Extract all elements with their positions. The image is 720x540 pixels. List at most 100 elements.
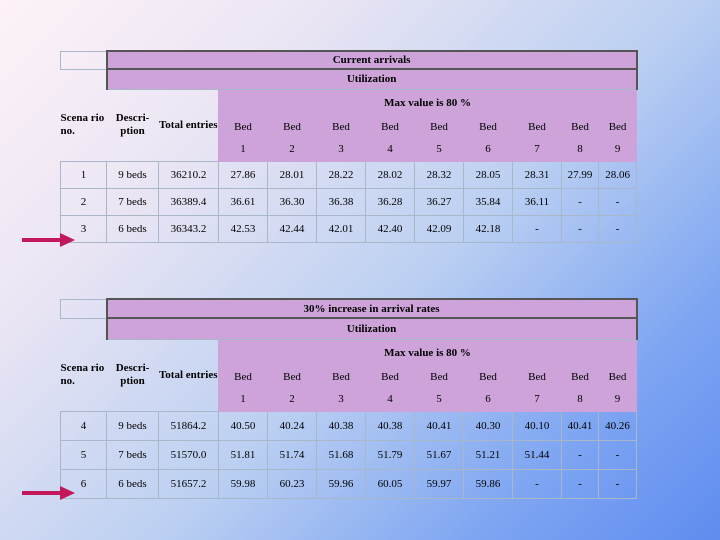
bed-header: Bed [597,366,638,388]
utilization-cell: 36.27 [414,187,464,216]
utilization-cell: 36.61 [218,187,268,216]
utilization-cell: 28.06 [597,160,638,189]
utilization-cell: 40.38 [316,410,366,441]
total-entries-cell: 36343.2 [158,214,219,243]
description-cell: 7 beds [106,187,159,216]
bed-header: Bed [512,366,562,388]
bed-number: 5 [414,386,464,412]
utilization-cell: 36.30 [267,187,317,216]
bed-number: 6 [463,136,513,162]
utilization-cell: 36.28 [365,187,415,216]
bed-number: 3 [316,386,366,412]
total-entries-cell: 36210.2 [158,160,219,189]
utilization-cell: 60.23 [267,468,317,499]
utilization-cell: 51.74 [267,439,317,470]
bed-number: 8 [561,386,599,412]
utilization-cell: 59.96 [316,468,366,499]
utilization-cell: - [597,214,638,243]
utilization-cell: 42.53 [218,214,268,243]
utilization-cell: 42.18 [463,214,513,243]
utilization-cell: 51.79 [365,439,415,470]
bed-number: 4 [365,136,415,162]
scenario-cell: 2 [60,187,107,216]
utilization-cell: 28.05 [463,160,513,189]
utilization-cell: - [512,214,562,243]
bed-number: 7 [512,386,562,412]
utilization-cell: - [512,468,562,499]
bed-header: Bed [414,116,464,138]
scenario-cell: 5 [60,439,107,470]
bed-label-row: Bed Bed Bed Bed Bed Bed Bed Bed Bed [61,366,638,388]
utilization-cell: 42.40 [365,214,415,243]
bed-number: 7 [512,136,562,162]
bed-number: 1 [218,136,268,162]
utilization-cell: 40.26 [597,410,638,441]
utilization-cell: 27.99 [561,160,599,189]
arrow-right-icon [22,486,75,500]
utilization-cell: - [561,187,599,216]
bed-header: Bed [561,116,599,138]
utilization-cell: 28.32 [414,160,464,189]
utilization-cell: 59.97 [414,468,464,499]
utilization-cell: 28.31 [512,160,562,189]
description-column-header: Descri- ption [115,362,150,387]
bed-number: 2 [267,386,317,412]
bed-number-row: 1 2 3 4 5 6 7 8 9 [61,136,638,162]
table-title: Current arrivals [105,50,638,70]
bed-header: Bed [414,366,464,388]
utilization-cell: 40.38 [365,410,415,441]
utilization-cell: 28.22 [316,160,366,189]
bed-number: 3 [316,136,366,162]
bed-header: Bed [316,366,366,388]
utilization-cell: 42.01 [316,214,366,243]
scenario-cell: 1 [60,160,107,189]
current-arrivals-table: Current arrivals Utilization Scena rio n… [60,50,638,243]
utilization-cell: 27.86 [218,160,268,189]
description-cell: 7 beds [106,439,159,470]
utilization-cell: 40.41 [414,410,464,441]
utilization-cell: - [597,468,638,499]
bed-number-row: 1 2 3 4 5 6 7 8 9 [61,386,638,412]
bed-number: 5 [414,136,464,162]
utilization-cell: 59.98 [218,468,268,499]
bed-number: 9 [597,136,638,162]
bed-number: 2 [267,136,317,162]
bed-header: Bed [463,366,513,388]
utilization-cell: 40.30 [463,410,513,441]
bed-number: 6 [463,386,513,412]
total-entries-cell: 51570.0 [158,439,219,470]
table-title: 30% increase in arrival rates [105,298,638,319]
utilization-cell: - [561,439,599,470]
bed-header: Bed [512,116,562,138]
utilization-cell: 51.44 [512,439,562,470]
bed-header: Bed [218,116,268,138]
bed-header: Bed [463,116,513,138]
utilization-cell: 40.50 [218,410,268,441]
utilization-cell: - [561,468,599,499]
scenario-column-header: Scena rio no. [60,361,105,387]
utilization-cell: 42.44 [267,214,317,243]
utilization-cell: 36.11 [512,187,562,216]
max-value-label: Max value is 80 % [217,338,638,368]
total-entries-cell: 36389.4 [158,187,219,216]
bed-label-row: Bed Bed Bed Bed Bed Bed Bed Bed Bed [61,116,638,138]
utilization-cell: 42.09 [414,214,464,243]
utilization-cell: 40.41 [561,410,599,441]
utilization-cell: - [597,187,638,216]
bed-number: 4 [365,386,415,412]
utilization-cell: 35.84 [463,187,513,216]
total-entries-column-header: Total entries [158,118,218,131]
utilization-cell: 28.02 [365,160,415,189]
utilization-cell: - [561,214,599,243]
utilization-cell: 36.38 [316,187,366,216]
total-entries-cell: 51657.2 [158,468,219,499]
bed-number: 9 [597,386,638,412]
bed-header: Bed [218,366,268,388]
bed-header: Bed [365,116,415,138]
utilization-header: Utilization [105,317,638,340]
